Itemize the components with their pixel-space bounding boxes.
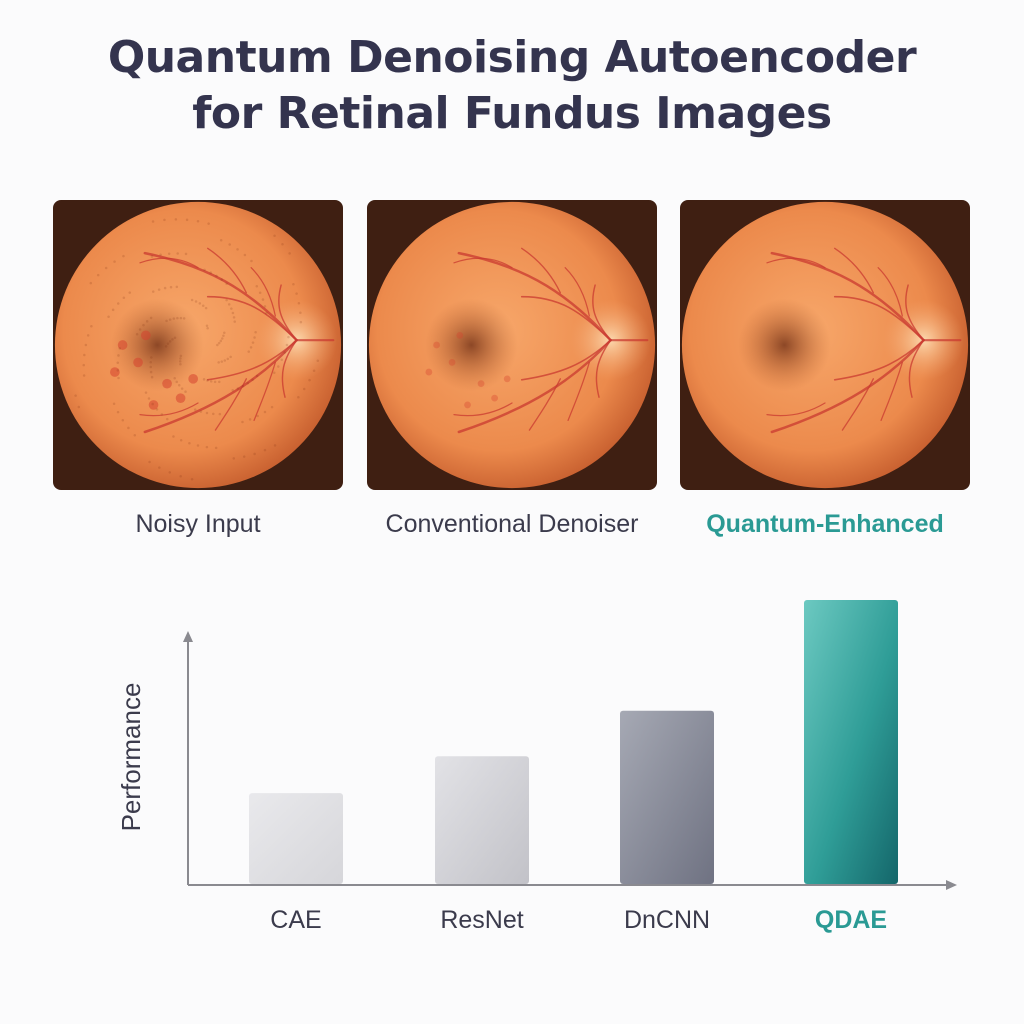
fundus-image-conventional: [367, 200, 657, 490]
x-tick-label-cae: CAE: [270, 906, 321, 934]
fundus-image-noisy: [53, 200, 343, 490]
page-title: Quantum Denoising Autoencoder for Retina…: [0, 30, 1024, 142]
x-tick-label-dncnn: DnCNN: [624, 906, 710, 934]
x-tick-label-qdae: QDAE: [815, 906, 887, 934]
y-axis-label: Performance: [116, 683, 146, 832]
y-axis-arrow: [183, 631, 193, 642]
title-line-1: Quantum Denoising Autoencoder: [107, 32, 917, 83]
caption-noisy-input: Noisy Input: [135, 510, 261, 538]
bar-qdae: [804, 600, 898, 884]
bar-dncnn: [620, 710, 714, 884]
caption-quantum-enhanced: Quantum-Enhanced: [706, 510, 944, 538]
title-line-2: for Retinal Fundus Images: [192, 88, 832, 139]
x-axis-arrow: [946, 880, 957, 890]
bar-cae: [249, 793, 343, 884]
x-tick-label-resnet: ResNet: [440, 906, 523, 934]
caption-conventional-denoiser: Conventional Denoiser: [385, 510, 639, 538]
fundus-image-quantum: [680, 200, 970, 490]
bar-resnet: [435, 756, 529, 884]
